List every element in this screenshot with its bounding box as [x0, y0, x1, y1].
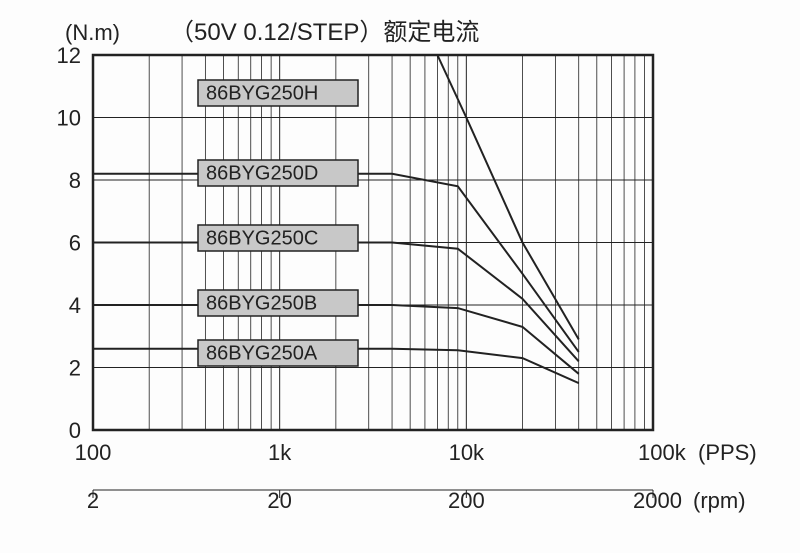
series-label-86byg250b: 86BYG250B: [206, 292, 317, 314]
x-bottom-tick-label: 2000: [633, 488, 682, 513]
x-top-unit: (PPS): [698, 440, 757, 465]
x-top-tick-label: 100k: [638, 440, 687, 465]
y-tick-label: 4: [69, 293, 81, 318]
y-tick-label: 6: [69, 231, 81, 256]
chart-title: （50V 0.12/STEP）额定电流: [170, 19, 479, 46]
x-top-tick-label: 100: [75, 440, 112, 465]
x-bottom-unit: (rpm): [693, 488, 746, 513]
y-tick-label: 10: [57, 106, 81, 131]
y-tick-label: 8: [69, 168, 81, 193]
x-bottom-tick-label: 200: [448, 488, 485, 513]
series-label-86byg250a: 86BYG250A: [206, 342, 318, 364]
x-top-tick-label: 1k: [268, 440, 292, 465]
x-bottom-tick-label: 2: [87, 488, 99, 513]
x-bottom-tick-label: 20: [267, 488, 291, 513]
series-label-86byg250c: 86BYG250C: [206, 227, 318, 249]
torque-speed-chart: (N.m)（50V 0.12/STEP）额定电流0246810121001k10…: [0, 0, 800, 553]
y-tick-label: 2: [69, 356, 81, 381]
series-label-86byg250d: 86BYG250D: [206, 162, 318, 184]
series-label-86byg250h: 86BYG250H: [206, 82, 318, 104]
y-tick-label: 12: [57, 43, 81, 68]
x-top-tick-label: 10k: [449, 440, 485, 465]
y-axis-unit: (N.m): [65, 20, 120, 45]
